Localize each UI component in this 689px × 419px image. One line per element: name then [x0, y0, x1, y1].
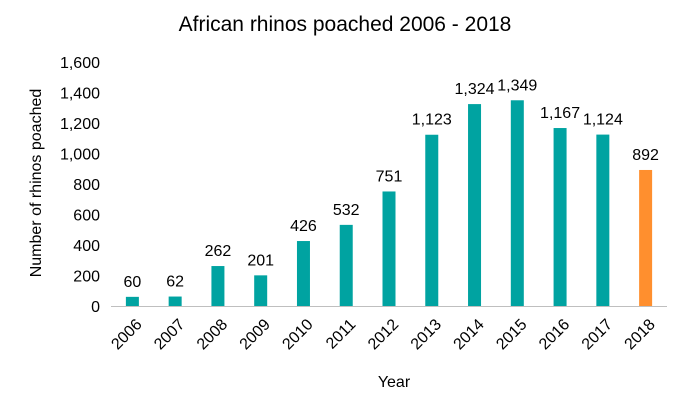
data-label-2014: 1,324 — [455, 81, 495, 98]
x-tick-label-2010: 2010 — [279, 316, 316, 353]
bar-2013 — [425, 134, 439, 306]
data-label-2010: 426 — [290, 218, 317, 235]
y-tick-label: 600 — [73, 208, 100, 225]
data-label-2018: 892 — [632, 147, 659, 164]
bar-2015 — [510, 100, 524, 306]
bar-2014 — [468, 104, 482, 306]
bar-2009 — [254, 275, 268, 306]
bar-2010 — [296, 241, 310, 306]
bar-2017 — [596, 134, 610, 306]
x-tick-label-2015: 2015 — [493, 316, 530, 353]
x-tick-label-2006: 2006 — [108, 316, 145, 353]
bar-2007 — [168, 296, 182, 306]
bar-2011 — [339, 224, 353, 306]
bar-2018 — [639, 169, 653, 306]
x-tick-label-2009: 2009 — [237, 316, 274, 353]
y-axis-ticks: 0 200 400 600 800 1,000 1,200 1,400 1,600 — [60, 55, 100, 316]
bar-2008 — [211, 266, 225, 306]
y-tick-label: 400 — [73, 238, 100, 255]
chart-title: African rhinos poached 2006 - 2018 — [179, 13, 512, 36]
x-tick-label-2018: 2018 — [622, 316, 659, 353]
data-label-2007: 62 — [166, 274, 184, 291]
y-tick-label: 0 — [91, 299, 100, 316]
x-tick-label-2017: 2017 — [579, 316, 616, 353]
data-label-2015: 1,349 — [497, 77, 537, 94]
data-label-2011: 532 — [333, 202, 360, 219]
y-tick-label: 1,400 — [60, 86, 100, 103]
x-tick-label-2016: 2016 — [536, 316, 573, 353]
bars-group — [125, 100, 653, 306]
y-axis-title: Number of rhinos poached — [28, 89, 45, 278]
x-axis-ticks: 2006 2007 2008 2009 2010 2011 2012 2013 2014 2015… — [108, 316, 658, 353]
x-axis-title: Year — [378, 374, 411, 391]
bar-2016 — [553, 128, 567, 306]
data-label-2006: 60 — [123, 274, 141, 291]
y-tick-label: 200 — [73, 269, 100, 286]
data-label-2017: 1,124 — [583, 112, 623, 129]
bar-2012 — [382, 191, 396, 306]
y-tick-label: 1,600 — [60, 55, 100, 72]
x-tick-label-2008: 2008 — [194, 316, 231, 353]
bar-2006 — [125, 296, 139, 306]
data-label-2009: 201 — [247, 252, 274, 269]
y-tick-label: 1,200 — [60, 116, 100, 133]
data-label-2012: 751 — [376, 168, 403, 185]
data-label-2016: 1,167 — [540, 105, 580, 122]
x-tick-label-2014: 2014 — [451, 316, 488, 353]
x-tick-label-2011: 2011 — [323, 316, 359, 352]
data-label-2013: 1,123 — [412, 112, 452, 129]
y-tick-label: 800 — [73, 177, 100, 194]
x-tick-label-2007: 2007 — [151, 316, 188, 353]
data-label-2008: 262 — [205, 243, 232, 260]
x-tick-label-2012: 2012 — [365, 316, 402, 353]
x-tick-label-2013: 2013 — [408, 316, 445, 353]
y-tick-label: 1,000 — [60, 147, 100, 164]
